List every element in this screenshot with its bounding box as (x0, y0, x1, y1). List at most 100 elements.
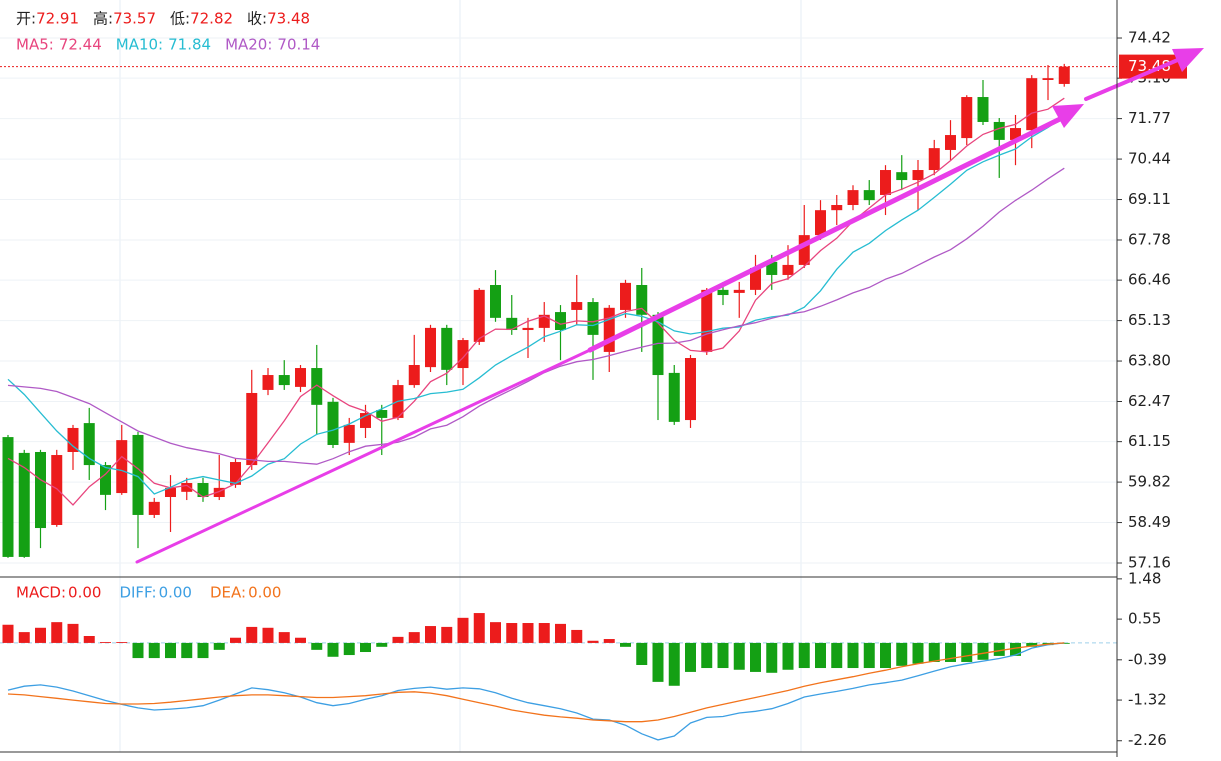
y-tick-label: 66.46 (1128, 271, 1171, 289)
candle-body (425, 327, 436, 368)
y-tick-label: 0.55 (1128, 610, 1161, 628)
legend-label: MACD: (16, 584, 66, 602)
macd-bar (441, 626, 453, 643)
macd-bar (798, 642, 810, 669)
macd-bar (603, 639, 615, 643)
candle-body (116, 440, 128, 494)
y-tick-label: 63.80 (1128, 352, 1171, 370)
header-label: 低: (170, 10, 190, 28)
candle-body (993, 121, 1005, 140)
candle-body (2, 437, 14, 557)
y-tick-label: -0.39 (1128, 650, 1167, 668)
ma-line (7, 115, 1065, 495)
candle-body (1026, 78, 1038, 131)
candle-body (912, 170, 924, 181)
macd-bar (977, 642, 989, 660)
y-tick-label: -2.26 (1128, 731, 1167, 749)
candle-body (506, 317, 518, 331)
header-label: 开: (16, 10, 36, 28)
y-tick-label: 61.15 (1128, 432, 1171, 450)
candle-body (441, 327, 453, 370)
macd-bar (1010, 642, 1021, 656)
macd-bar (425, 626, 436, 643)
candle-body (555, 312, 566, 331)
y-tick-label: 65.13 (1128, 311, 1171, 329)
candle-body (197, 483, 209, 498)
header-value: 72.91 (36, 10, 79, 28)
macd-bar (733, 642, 745, 670)
candle-body (717, 289, 729, 296)
macd-bar (620, 642, 631, 647)
candle-body (815, 210, 826, 236)
candle-body (246, 392, 258, 466)
candle-body (181, 483, 193, 492)
candle-body (701, 289, 713, 352)
macd-bar (278, 632, 290, 643)
candle-body (473, 289, 485, 342)
macd-bar (750, 642, 761, 672)
trend-arrows (135, 48, 1204, 564)
macd-bar (2, 624, 14, 643)
candle-body (928, 148, 940, 171)
macd-bar (311, 642, 323, 650)
header-label: 高: (93, 10, 113, 28)
price-tag-label: 73.48 (1128, 57, 1171, 75)
macd-bar (392, 636, 404, 643)
macd-bar (831, 642, 843, 669)
legend-label: MA20: (225, 36, 272, 54)
macd-bar (571, 629, 583, 643)
legend: 开: 72.91 高: 73.57 低: 72.82 收: 73.48 MA5: 72.44 MA1… (16, 10, 320, 602)
y-tick-label: 74.42 (1128, 29, 1171, 47)
macd-bar (148, 642, 160, 659)
macd-bar (473, 613, 485, 643)
macd-bar (360, 642, 371, 653)
macd-bar (35, 627, 46, 643)
macd-bar (295, 637, 306, 643)
candle-body (652, 314, 664, 376)
header-value: 73.48 (267, 10, 310, 28)
macd-bar (538, 623, 550, 643)
candle-body (620, 282, 631, 310)
candle-body (311, 368, 323, 405)
plot-layer: 74.4273.1071.7770.4469.1167.7866.4665.13… (0, 29, 1187, 749)
candle-body (636, 285, 648, 315)
candle-body (490, 285, 501, 318)
candle-body (83, 423, 95, 466)
candle-body (327, 401, 339, 445)
candle-body (896, 172, 908, 181)
y-tick-label: 58.49 (1128, 513, 1171, 531)
macd-bar (376, 642, 388, 647)
candle-body (376, 410, 388, 418)
candle-body (863, 190, 875, 201)
legend-value: 0.00 (68, 584, 101, 602)
macd-bar (67, 623, 79, 643)
candle-body (538, 314, 550, 328)
macd-bar (197, 642, 209, 659)
macd-bar (165, 642, 176, 659)
trend-line (587, 115, 1065, 353)
y-tick-label: 69.11 (1128, 190, 1171, 208)
arrow-head (1052, 104, 1084, 128)
candle-body (278, 375, 290, 386)
candle-body (100, 465, 111, 495)
legend-label: MA5: (16, 36, 54, 54)
y-tick-label: 70.44 (1128, 150, 1171, 168)
macd-bar (490, 622, 501, 643)
ma-line (7, 167, 1065, 465)
candle-body (148, 501, 160, 515)
candle-body (977, 97, 989, 122)
candle-body (603, 307, 615, 352)
macd-bar (116, 642, 128, 643)
legend-value: 0.00 (159, 584, 192, 602)
candle-body (880, 170, 891, 195)
candle-body (295, 368, 306, 387)
macd-line (7, 642, 1065, 741)
candle-body (35, 451, 46, 529)
trend-line (135, 348, 592, 564)
macd-bar (246, 626, 258, 643)
candle-body (733, 289, 745, 293)
macd-bar (132, 642, 144, 659)
candle-body (782, 264, 794, 275)
